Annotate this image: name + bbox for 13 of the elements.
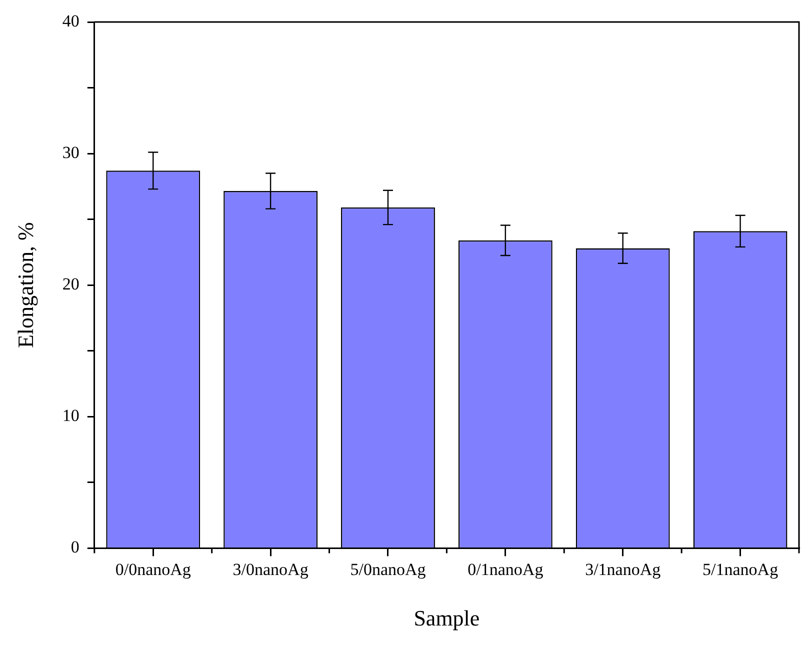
y-tick-label: 40 [62,11,80,30]
x-tick-label: 3/0nanoAg [232,560,309,579]
x-tick-label: 5/1nanoAg [702,560,779,579]
x-tick-label: 3/1nanoAg [585,560,662,579]
y-tick-label: 0 [70,538,80,557]
x-tick-label: 0/1nanoAg [468,560,544,579]
y-tick-label: 10 [62,406,80,426]
y-tick-label: 30 [62,143,80,162]
x-tick-label: 5/0nanoAg [350,560,426,579]
x-axis-title: Sample [414,606,480,631]
y-axis-title: Elongation, % [12,222,38,348]
x-tick-label: 0/0nanoAg [115,560,192,579]
y-tick-label: 20 [62,274,80,294]
